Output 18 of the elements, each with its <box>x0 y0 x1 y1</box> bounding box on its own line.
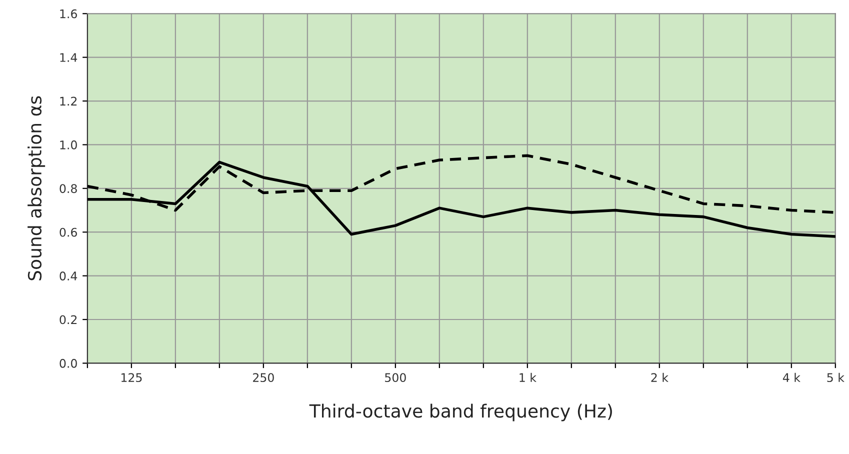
y-axis-title: Sound absorption αs <box>28 96 46 280</box>
y-tick-label: 0.2 <box>60 315 77 324</box>
y-tick-label: 0.4 <box>60 272 78 280</box>
y-tick-label: 0.8 <box>60 184 77 194</box>
y-tick-label: 0.0 <box>60 358 77 368</box>
y-tick-label: 1.0 <box>60 140 77 150</box>
y-tick-label: 1.2 <box>60 96 77 106</box>
x-tick-label: 4 k <box>782 372 800 382</box>
y-tick-label: 1.4 <box>60 53 78 62</box>
x-tick-label: 5 k <box>827 372 844 382</box>
y-tick-label: 1.6 <box>60 9 77 18</box>
x-tick-label: 2 k <box>651 372 668 382</box>
x-tick-label: 500 <box>385 373 406 382</box>
x-axis-title: Third-octave band frequency (Hz) <box>309 404 612 422</box>
x-tick-label: 1 k <box>520 372 536 382</box>
y-tick-label: 0.6 <box>60 228 77 237</box>
x-tick-label: 250 <box>253 373 274 382</box>
x-tick-label: 125 <box>121 373 142 382</box>
